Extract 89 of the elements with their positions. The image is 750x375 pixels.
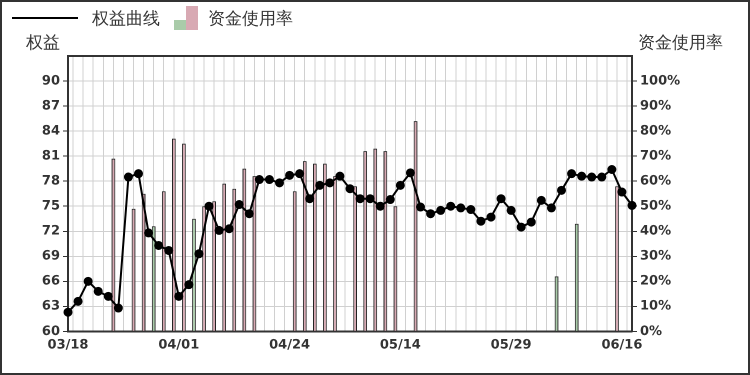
point [124,172,133,182]
point [154,240,164,250]
y-tick-label: 84 [42,123,60,138]
point [476,216,486,226]
point [84,276,93,286]
point [204,202,214,211]
point [557,186,566,195]
point [516,222,526,232]
point [94,286,103,296]
point [386,195,395,204]
y2-tick-label: 20% [640,274,672,289]
point [406,168,415,178]
y-tick-label: 90 [42,73,60,88]
point [577,172,586,181]
point [184,280,194,290]
point [486,212,496,222]
y2-tick-label: 80% [640,123,672,138]
point [607,165,616,174]
point [546,203,556,212]
point [325,178,334,188]
point [285,170,294,180]
point [567,169,576,178]
point [466,205,476,214]
y2-tick-label: 40% [640,224,672,239]
y2-tick-label: 100% [640,73,680,88]
point [295,169,304,178]
point [346,184,354,194]
point [446,202,456,211]
y2-tick-label: 0% [640,324,662,339]
y-tick-label: 75 [42,198,60,214]
point [597,172,606,182]
point [264,175,274,184]
point [315,180,324,190]
point [214,226,224,235]
point [64,308,72,317]
x-tick-label: 04/24 [269,338,310,353]
point [426,209,436,218]
point [506,206,516,215]
x-tick-label: 06/16 [601,338,642,353]
y-tick-label: 87 [42,98,60,114]
point [356,194,365,204]
point [366,194,375,204]
point [335,172,344,181]
y2-tick-label: 10% [640,298,672,314]
x-tick-label: 04/01 [158,338,200,353]
point [164,246,174,255]
point [224,224,234,234]
point [104,292,113,301]
point [416,202,425,212]
x-tick-label: 05/29 [490,338,532,353]
y2-axis-title: 资金使用率 [638,32,723,53]
y2-tick-label: 50% [640,198,672,214]
point [526,218,536,227]
point [396,180,405,190]
point [254,175,264,184]
point [536,196,546,205]
point [134,169,143,178]
legend-label: 资金使用率 [208,8,293,30]
y2-tick-label: 70% [640,148,672,164]
y-tick-label: 60 [42,324,60,339]
y-tick-label: 63 [42,298,60,314]
y-tick-label: 72 [42,224,60,239]
point [144,228,154,238]
y-tick-label: 78 [42,174,60,189]
y-tick-label: 66 [42,274,60,289]
point [194,249,204,258]
point [74,296,83,306]
legend-label: 权益曲线 [92,8,160,30]
y2-tick-label: 90% [640,98,672,114]
point [587,172,596,182]
point [114,304,123,313]
x-tick-label: 03/18 [48,338,88,353]
y2-tick-label: 30% [640,248,672,264]
y-tick-label: 69 [42,248,60,264]
point [456,203,466,212]
point [496,194,506,204]
point [617,188,626,197]
point [275,178,284,188]
point [244,209,254,218]
y-axis-title: 权益 [25,32,60,53]
y2-tick-label: 60% [640,174,672,189]
point [234,200,244,210]
point [174,292,184,301]
point [628,200,636,210]
point [436,206,446,215]
y-tick-label: 81 [42,148,60,164]
x-tick-label: 05/14 [380,338,421,353]
point [376,202,385,211]
point [305,194,314,204]
